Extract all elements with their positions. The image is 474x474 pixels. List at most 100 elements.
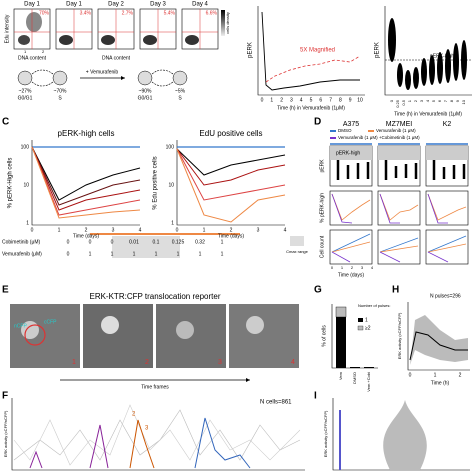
x-tick-label: 2: [413, 99, 418, 102]
cell-cycle-diagram: [17, 69, 188, 87]
table-cell: 0.1: [153, 239, 160, 245]
shape: [143, 35, 157, 45]
gate-label: pERK-high: [430, 53, 454, 59]
percent-label: 3.4%: [80, 10, 92, 16]
shape: [336, 317, 346, 368]
table-cell: 1: [111, 251, 114, 257]
axis-label: Time frames: [141, 384, 169, 390]
shape: [425, 190, 469, 226]
shape: [24, 324, 46, 346]
y-tick-label: 100: [21, 144, 30, 150]
x-tick-label: 1: [58, 227, 61, 233]
x-tick-label: 2: [459, 372, 462, 378]
table-cell: 1: [155, 251, 158, 257]
shape: [350, 367, 360, 368]
flow-plots: [13, 8, 225, 50]
cycle-pct: ~5%: [175, 88, 186, 94]
shape: [461, 40, 467, 80]
shape: [18, 35, 30, 45]
legend-swatch: [368, 130, 374, 132]
shape: [176, 321, 194, 339]
cycle-phase: S: [58, 95, 62, 101]
x-tick-label: 0: [261, 97, 264, 103]
table-cell: 0: [67, 251, 70, 257]
shape: [31, 146, 141, 206]
day-label: Day 1: [24, 2, 40, 8]
x-tick-label: 1: [407, 99, 412, 102]
shape: [426, 146, 468, 160]
shape: [176, 148, 286, 201]
column-title: K2: [443, 121, 452, 128]
x-tick-label: 5: [310, 97, 313, 103]
x-tick-label: 0: [176, 227, 179, 233]
x-tick-label: 2: [280, 97, 283, 103]
perk-violin-chart: [384, 6, 472, 96]
shape: [413, 67, 419, 89]
shape: [31, 146, 141, 219]
shape: [172, 70, 188, 86]
shape: [397, 63, 403, 87]
day-label: Day 3: [150, 2, 166, 8]
x-tick-label: 4: [425, 99, 430, 102]
shape: [331, 251, 449, 263]
panel-letter: E: [2, 285, 9, 296]
x-tick-label: 1: [341, 265, 344, 270]
annotation: N cells=861: [260, 400, 292, 406]
cycle-pct: ~27%: [19, 88, 32, 94]
shape: [101, 35, 115, 45]
perk-line-chart: [257, 6, 365, 96]
shape: [176, 148, 286, 186]
panel-letter: F: [2, 391, 8, 402]
shape: [194, 417, 251, 469]
x-tick-label: 7: [443, 99, 448, 102]
colorbar-label: cells density: [225, 12, 230, 34]
x-tick-label: 3: [290, 97, 293, 103]
marker-label: nCFP: [14, 323, 27, 329]
shape: [331, 241, 467, 253]
legend-label: Vemurafenib (1 μM) +Cobimetinib (1 μM): [338, 135, 420, 140]
shape: [383, 400, 427, 470]
shape: [121, 76, 125, 80]
axis-label: Time (days): [338, 272, 365, 278]
shape: [257, 6, 365, 96]
legend-label: 1: [365, 317, 368, 323]
table-cell: 0: [111, 239, 114, 245]
shape: [17, 70, 33, 86]
shape: [31, 146, 141, 211]
shape: [176, 148, 286, 223]
frame-number: 4: [291, 359, 295, 366]
axis-label: Edu intensity: [4, 14, 10, 43]
cycle-pct: ~90%: [139, 88, 152, 94]
x-tick-label: 4: [284, 227, 287, 233]
shape: [14, 9, 218, 49]
table-cell: 1: [89, 251, 92, 257]
i-violins: [332, 398, 470, 471]
y-tick-label: 1: [171, 220, 174, 226]
cycle-phase: S: [178, 95, 182, 101]
legend-label: Vemurafenib (1 μM): [376, 128, 416, 133]
row-label: Cell count: [319, 235, 325, 258]
marker-label: cCFP: [44, 319, 57, 325]
x-tick-label: 7: [329, 97, 332, 103]
shape: [409, 331, 468, 361]
shape: [29, 424, 109, 469]
shape: [129, 419, 155, 469]
y-tick-label: 10: [168, 182, 174, 188]
axis-label: DNA content: [102, 55, 131, 61]
shape: [331, 304, 378, 369]
axis-label: ERK activity (cCFP/nCFP): [3, 410, 8, 457]
x-tick-label: 0: [331, 265, 334, 270]
x-tick-label: 9: [349, 97, 352, 103]
axis-label: Time (days): [218, 233, 245, 239]
shape: [336, 160, 466, 180]
x-tick-label: 0: [409, 372, 412, 378]
percent-label: 6.6%: [206, 10, 218, 16]
tick-label: 1: [24, 49, 27, 54]
cycle-phase: G0/G1: [138, 95, 153, 101]
legend-swatch: [330, 130, 336, 132]
shape: [265, 55, 361, 83]
frame-number: 1: [72, 359, 76, 366]
shape: [407, 302, 470, 371]
shape: [261, 11, 360, 91]
day-label: Day 1: [66, 2, 82, 8]
